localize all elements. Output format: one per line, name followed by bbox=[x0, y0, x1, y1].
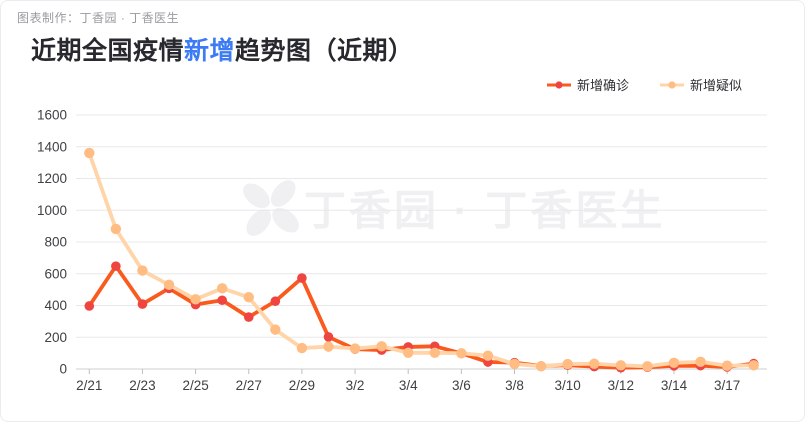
watermark: 丁香园 · 丁香医生 bbox=[243, 180, 662, 236]
chart-legend: 新增确诊 新增疑似 bbox=[546, 75, 742, 94]
y-tick-label: 600 bbox=[44, 266, 67, 281]
x-tick-label: 3/4 bbox=[399, 378, 418, 393]
y-tick-label: 800 bbox=[44, 235, 67, 250]
data-point-suspected bbox=[509, 358, 520, 370]
legend-item-confirmed[interactable]: 新增确诊 bbox=[546, 75, 629, 94]
data-point-confirmed bbox=[84, 301, 95, 311]
data-point-confirmed bbox=[297, 273, 307, 283]
data-point-suspected bbox=[589, 358, 600, 369]
y-tick-label: 0 bbox=[59, 362, 67, 377]
title-prefix: 近期全国疫情 bbox=[31, 37, 185, 65]
data-point-suspected bbox=[84, 147, 95, 159]
y-tick-label: 1000 bbox=[37, 203, 67, 218]
x-tick-label: 3/2 bbox=[346, 378, 365, 393]
confirmed-series-marker-icon bbox=[546, 80, 572, 90]
data-point-suspected bbox=[110, 223, 122, 235]
data-point-confirmed bbox=[243, 312, 254, 322]
y-tick-label: 1400 bbox=[37, 139, 67, 154]
x-axis-ticks-labels: 2/21 2/23 2/25 2/27 2/29 3/2 3/4 3/6 3/8 3/10 3/12… bbox=[76, 369, 740, 393]
data-point-suspected bbox=[429, 347, 440, 359]
x-tick-label: 3/6 bbox=[452, 378, 471, 393]
data-point-suspected bbox=[668, 357, 680, 369]
y-tick-label: 400 bbox=[44, 298, 67, 313]
dxy-leaf-icon bbox=[243, 180, 299, 236]
data-point-confirmed bbox=[270, 296, 281, 307]
data-point-suspected bbox=[695, 356, 706, 368]
data-point-suspected bbox=[482, 350, 494, 361]
data-point-confirmed bbox=[323, 332, 334, 342]
data-point-suspected bbox=[216, 283, 228, 294]
data-point-suspected bbox=[163, 279, 175, 291]
chart-credit: 图表制作：丁香园 · 丁香医生 bbox=[17, 11, 180, 25]
suspected-series-marker-icon bbox=[659, 80, 685, 90]
data-point-confirmed bbox=[137, 299, 148, 309]
series-line bbox=[87, 151, 756, 369]
page-title: 近期全国疫情新增趋势图（近期） bbox=[31, 31, 414, 67]
x-tick-label: 3/17 bbox=[714, 378, 740, 393]
data-point-suspected bbox=[376, 341, 387, 352]
x-tick-label: 2/23 bbox=[129, 378, 155, 393]
y-tick-label: 200 bbox=[44, 330, 67, 345]
data-point-suspected bbox=[190, 294, 201, 305]
data-point-suspected bbox=[456, 348, 467, 359]
data-point-suspected bbox=[296, 342, 308, 354]
data-point-suspected bbox=[323, 341, 334, 352]
data-point-confirmed bbox=[217, 295, 227, 306]
x-tick-label: 2/29 bbox=[289, 378, 315, 393]
data-point-suspected bbox=[137, 265, 148, 276]
title-highlight: 新增 bbox=[184, 37, 236, 65]
series-suspected bbox=[84, 147, 759, 372]
x-tick-label: 3/12 bbox=[608, 378, 634, 393]
data-point-suspected bbox=[615, 360, 627, 371]
x-tick-label: 2/21 bbox=[76, 378, 102, 393]
data-point-confirmed bbox=[111, 261, 121, 271]
data-point-suspected bbox=[721, 360, 733, 371]
data-point-suspected bbox=[243, 292, 254, 303]
legend-item-suspected[interactable]: 新增疑似 bbox=[659, 75, 742, 94]
y-tick-label: 1200 bbox=[37, 171, 67, 186]
x-tick-label: 2/25 bbox=[182, 378, 208, 393]
x-tick-label: 3/14 bbox=[661, 378, 688, 393]
data-point-suspected bbox=[642, 361, 653, 372]
data-point-suspected bbox=[270, 324, 281, 335]
x-tick-label: 3/10 bbox=[555, 378, 581, 393]
y-gridlines bbox=[76, 114, 767, 370]
data-point-suspected bbox=[535, 361, 547, 372]
data-point-suspected bbox=[349, 343, 361, 354]
legend-label-confirmed: 新增确诊 bbox=[576, 78, 629, 93]
y-tick-label: 1600 bbox=[37, 108, 67, 123]
data-point-suspected bbox=[562, 358, 573, 370]
y-axis-labels: 0 200 400 600 800 1000 1200 1400 1600 bbox=[37, 108, 67, 377]
series-confirmed bbox=[84, 261, 759, 373]
data-point-suspected bbox=[403, 347, 414, 359]
x-tick-label: 3/8 bbox=[505, 378, 524, 393]
x-tick-label: 2/27 bbox=[236, 378, 262, 393]
data-point-suspected bbox=[748, 360, 759, 371]
legend-label-suspected: 新增疑似 bbox=[689, 78, 742, 93]
title-suffix: 趋势图（近期） bbox=[235, 37, 414, 65]
